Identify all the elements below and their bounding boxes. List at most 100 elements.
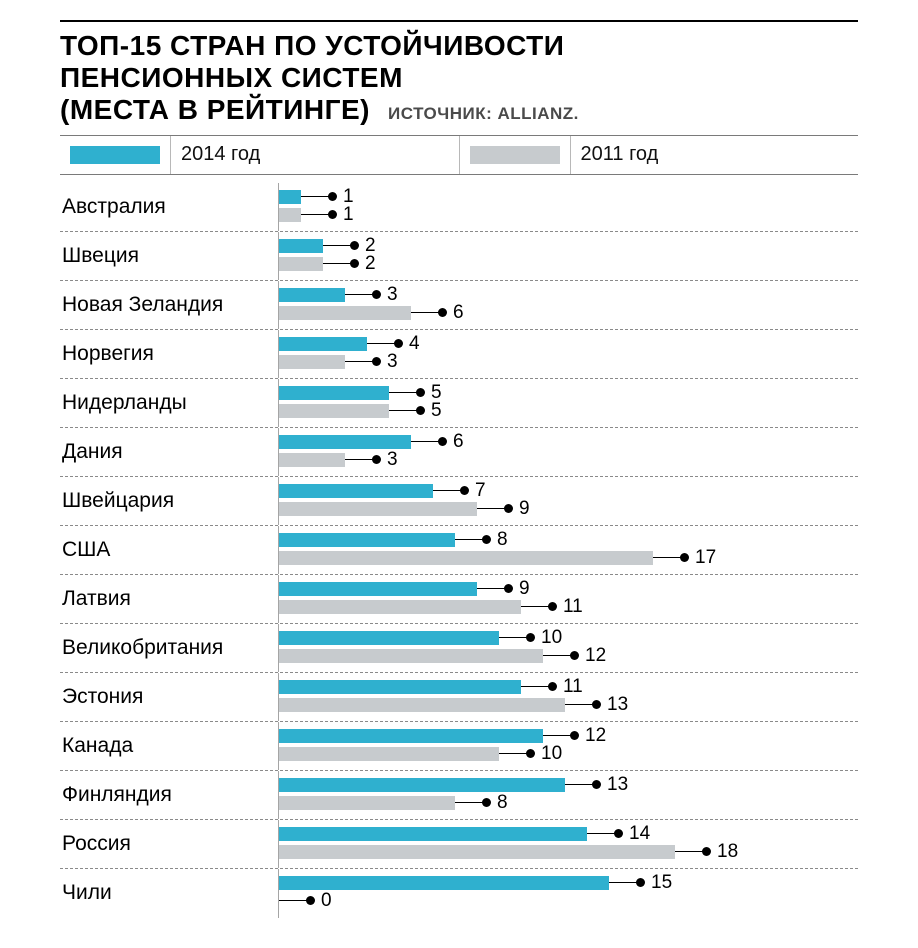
bar-series-b [279,502,477,516]
bar-series-a [279,435,411,449]
bar-wrap: 17 [279,551,716,565]
value-label: 12 [585,645,606,667]
bar-series-b [279,551,653,565]
bar-wrap: 5 [279,386,442,400]
legend-item-b: 2011 год [460,136,859,174]
value-label: 10 [541,627,562,649]
table-row: США817 [60,526,858,575]
value-label: 11 [563,676,583,698]
title-line-3: (МЕСТА В РЕЙТИНГЕ) [60,94,370,126]
chart-container: ТОП-15 СТРАН ПО УСТОЙЧИВОСТИ ПЕНСИОННЫХ … [0,0,918,948]
dot-icon [306,896,315,905]
country-label: Норвегия [60,342,278,366]
dot-icon [636,878,645,887]
value-label: 8 [497,792,508,814]
title-line-2: ПЕНСИОННЫХ СИСТЕМ [60,62,403,93]
leader-line [499,753,527,754]
bar-chart: Австралия11Швеция22Новая Зеландия36Норве… [60,183,858,918]
table-row: Австралия11 [60,183,858,232]
table-row: Чили150 [60,869,858,918]
value-label: 7 [475,480,486,502]
bar-wrap: 8 [279,533,508,547]
dot-icon [394,339,403,348]
dot-icon [482,535,491,544]
country-label: Россия [60,832,278,856]
legend-label-b: 2011 год [571,143,659,166]
leader-line [301,214,329,215]
top-rule [60,20,858,22]
bar-wrap: 9 [279,582,530,596]
value-label: 3 [387,449,398,471]
value-label: 1 [343,204,354,226]
bar-series-a [279,533,455,547]
bar-series-b [279,306,411,320]
country-label: Канада [60,734,278,758]
value-label: 18 [717,841,738,863]
country-label: Австралия [60,195,278,219]
table-row: Эстония 11 13 [60,673,858,722]
value-label: 17 [695,547,716,569]
value-label: 12 [585,725,606,747]
leader-line [389,392,417,393]
leader-line [323,245,351,246]
dot-icon [372,357,381,366]
country-label: Эстония [60,685,278,709]
value-label: 11 [563,596,583,618]
leader-line [543,735,571,736]
dot-icon [592,780,601,789]
dot-icon [350,241,359,250]
bar-wrap: 2 [279,239,376,253]
value-label: 14 [629,823,650,845]
leader-line [565,704,593,705]
bar-series-a [279,582,477,596]
leader-line [345,294,373,295]
bar-wrap: 3 [279,355,398,369]
bar-series-b [279,649,543,663]
leader-line [323,263,351,264]
legend: 2014 год 2011 год [60,135,858,175]
leader-line [345,459,373,460]
value-label: 13 [607,694,628,716]
dot-icon [702,847,711,856]
table-row: Швеция22 [60,232,858,281]
country-label: Новая Зеландия [60,293,278,317]
bar-wrap: 9 [279,502,530,516]
bar-wrap: 5 [279,404,442,418]
bar-series-b [279,257,323,271]
leader-line [565,784,593,785]
bar-wrap: 8 [279,796,508,810]
bars-cell: 11 [278,183,858,231]
legend-swatch-a [70,146,160,164]
value-label: 4 [409,333,420,355]
bar-series-b [279,845,675,859]
country-label: Великобритания [60,636,278,660]
leader-line [543,655,571,656]
bar-series-b [279,796,455,810]
legend-item-a: 2014 год [60,136,459,174]
value-label: 6 [453,302,464,324]
value-label: 2 [365,253,376,275]
bar-wrap: 2 [279,257,376,271]
table-row: Канада1210 [60,722,858,771]
dot-icon [504,584,513,593]
table-row: Латвия9 11 [60,575,858,624]
bar-series-b [279,698,565,712]
value-label: 9 [519,498,530,520]
country-label: Нидерланды [60,391,278,415]
bar-wrap: 12 [279,649,606,663]
leader-line [411,441,439,442]
dot-icon [526,749,535,758]
bars-cell: 13 8 [278,771,858,819]
title-line-1: ТОП-15 СТРАН ПО УСТОЙЧИВОСТИ [60,30,564,61]
value-label: 3 [387,351,398,373]
dot-icon [328,192,337,201]
dot-icon [328,210,337,219]
bar-series-b [279,404,389,418]
country-label: Латвия [60,587,278,611]
bars-cell: 63 [278,428,858,476]
bars-cell: 36 [278,281,858,329]
leader-line [587,833,615,834]
leader-line [455,539,483,540]
bar-wrap: 3 [279,288,398,302]
value-label: 13 [607,774,628,796]
